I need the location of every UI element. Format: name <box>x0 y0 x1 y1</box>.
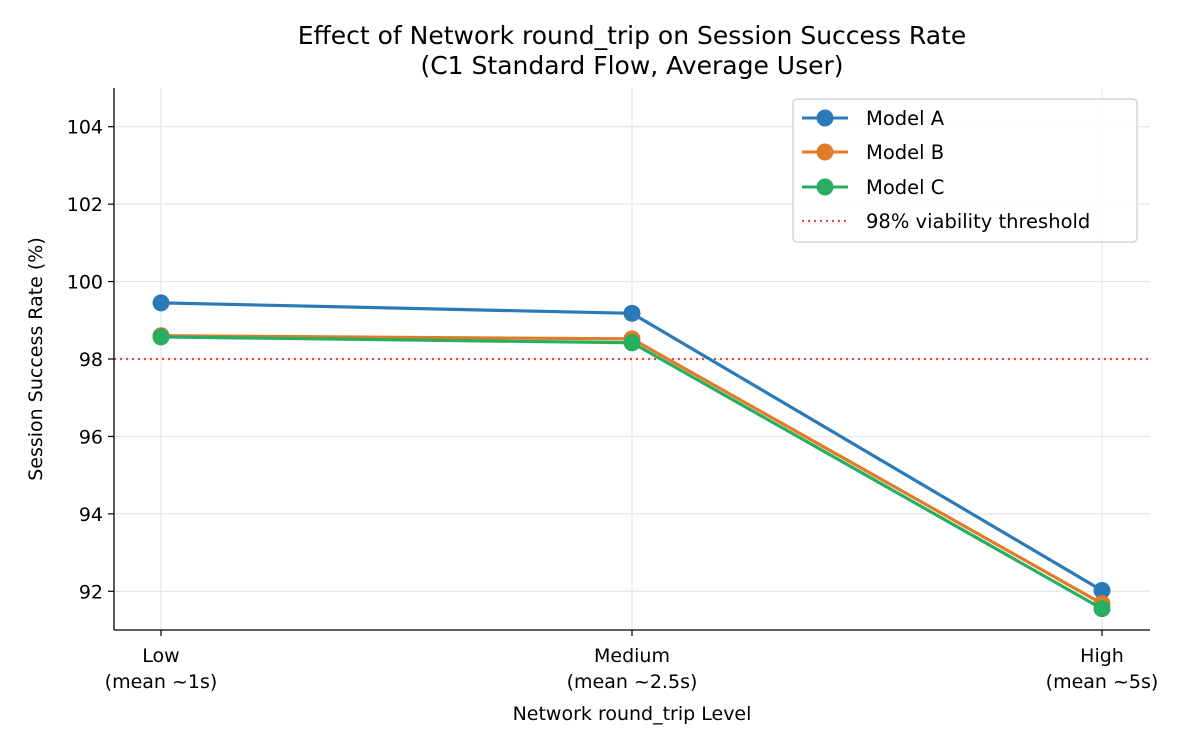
x-axis-label: Network round_trip Level <box>513 703 752 725</box>
x-tick-sublabel: (mean ~2.5s) <box>567 671 698 693</box>
legend-marker-model-c <box>816 178 834 196</box>
legend-entry-model-c: Model C <box>802 176 944 199</box>
y-tick-label: 102 <box>67 194 103 216</box>
y-ticks: 92 94 96 98 100 102 104 <box>67 117 114 603</box>
series-layer <box>152 294 1111 618</box>
y-tick-label: 96 <box>79 426 103 448</box>
series-model-a <box>152 294 1111 600</box>
legend-label-model-a: Model A <box>866 107 945 130</box>
y-tick-label: 98 <box>79 349 103 371</box>
data-point-model-a <box>1093 582 1111 600</box>
legend-entry-threshold: 98% viability threshold <box>802 210 1090 233</box>
x-tick-label: Medium <box>594 645 670 667</box>
legend: Model A Model B Model C 98% viability th… <box>792 98 1138 243</box>
y-tick-label: 94 <box>79 504 103 526</box>
grid-layer <box>114 88 1150 630</box>
y-tick-label: 100 <box>67 272 103 294</box>
data-point-model-c <box>623 334 641 352</box>
y-axis-label: Session Success Rate (%) <box>25 237 47 481</box>
chart-title: Effect of Network round_trip on Session … <box>298 21 967 50</box>
legend-marker-model-b <box>816 143 834 161</box>
x-tick-label: High <box>1080 645 1124 667</box>
legend-label-threshold: 98% viability threshold <box>866 210 1090 233</box>
data-point-model-a <box>623 304 641 322</box>
chart-subtitle: (C1 Standard Flow, Average User) <box>420 51 843 80</box>
data-point-model-c <box>152 328 170 346</box>
x-tick-sublabel: (mean ~5s) <box>1046 671 1159 693</box>
legend-label-model-b: Model B <box>866 141 944 164</box>
legend-entry-model-b: Model B <box>802 141 944 164</box>
legend-marker-model-a <box>816 109 834 127</box>
data-point-model-c <box>1093 600 1111 618</box>
x-tick-sublabel: (mean ~1s) <box>105 671 218 693</box>
legend-box <box>792 98 1138 243</box>
data-point-model-a <box>152 294 170 312</box>
x-tick-label: Low <box>142 645 179 667</box>
series-model-c <box>152 328 1111 618</box>
y-tick-label: 104 <box>67 117 103 139</box>
y-tick-label: 92 <box>79 581 103 603</box>
x-ticks: Low (mean ~1s) Medium (mean ~2.5s) High (mean… <box>105 630 1159 693</box>
legend-entry-model-a: Model A <box>802 107 945 130</box>
legend-label-model-c: Model C <box>866 176 944 199</box>
